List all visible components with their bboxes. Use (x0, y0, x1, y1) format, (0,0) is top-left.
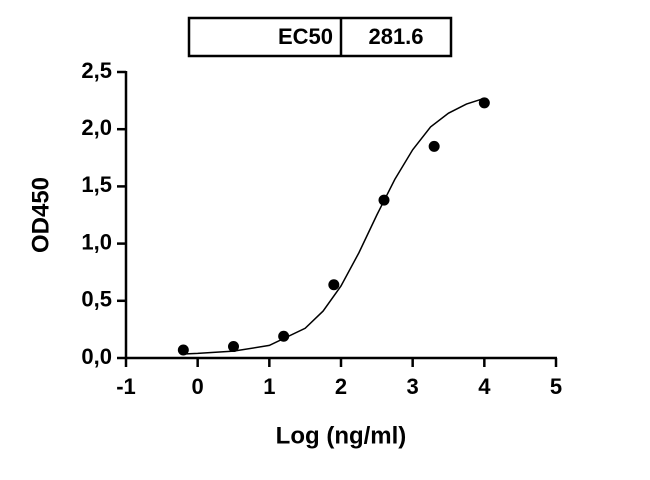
x-tick-label: 2 (335, 374, 347, 399)
data-point (378, 194, 390, 206)
y-tick-label: 1,0 (81, 229, 112, 254)
x-tick-label: -1 (116, 374, 136, 399)
fit-curve (183, 97, 485, 355)
y-tick-label: 2,5 (81, 58, 112, 83)
ec50-box (187, 16, 453, 58)
y-tick-label: 2,0 (81, 115, 112, 140)
x-tick-label: 3 (407, 374, 419, 399)
data-point (428, 140, 440, 152)
data-point (478, 97, 490, 109)
data-point (228, 341, 239, 353)
ec50-label: EC50 (278, 24, 333, 49)
x-tick-label: 4 (478, 374, 491, 399)
y-tick-label: 0,5 (81, 287, 112, 312)
y-axis-label: OD450 (27, 177, 54, 253)
data-point (278, 330, 290, 342)
x-tick-label: 1 (263, 374, 275, 399)
x-axis-label: Log (ng/ml) (276, 422, 407, 449)
data-point (177, 344, 189, 356)
y-tick-label: 1,5 (81, 172, 112, 197)
x-tick-label: 5 (550, 374, 562, 399)
x-tick-label: 0 (192, 374, 204, 399)
ec50-value: 281.6 (368, 24, 423, 49)
y-tick-label: 0,0 (81, 344, 112, 369)
data-point (328, 279, 340, 291)
